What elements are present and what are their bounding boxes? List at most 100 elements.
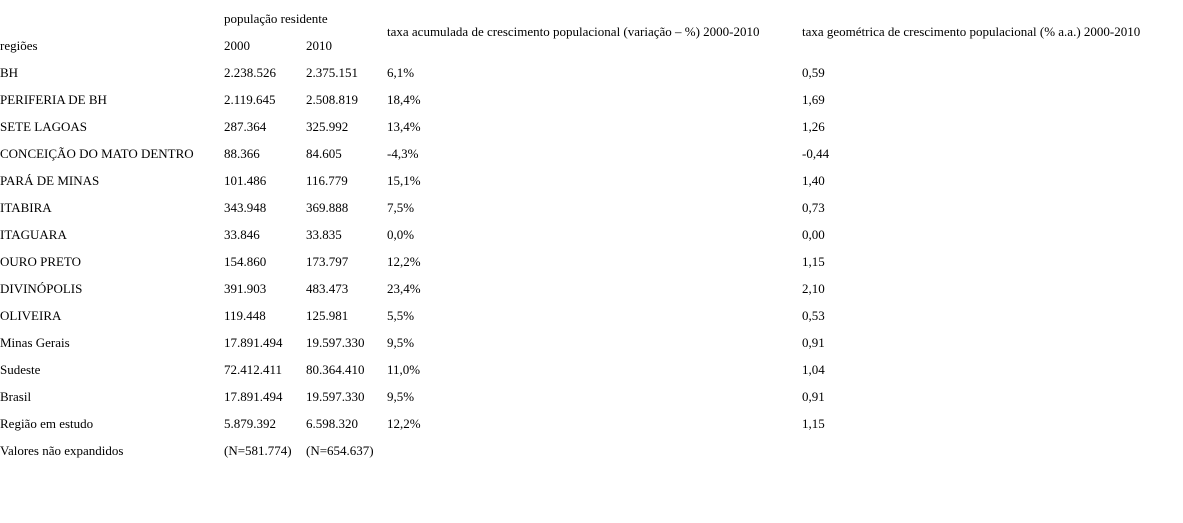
cell-geometric-rate [802, 437, 1183, 464]
cell-pop-2010: 6.598.320 [306, 415, 358, 431]
cell-pop-2000: 33.846 [224, 226, 260, 242]
cell-pop-2010: 33.835 [306, 226, 342, 242]
cell-pop-2000: 88.366 [224, 145, 260, 161]
cell-pop-2010: 369.888 [306, 199, 349, 215]
cell-geometric-rate: 0,53 [802, 307, 825, 323]
table-row: OLIVEIRA 119.448 125.981 5,5% 0,53 [0, 302, 1183, 329]
cell-pop-2010: 2.375.151 [306, 64, 358, 80]
cell-accumulated-rate: 0,0% [387, 226, 415, 242]
cell-pop-2000: (N=581.774) [224, 442, 292, 458]
table-row: Valores não expandidos (N=581.774) (N=65… [0, 437, 1183, 464]
column-header-accumulated-rate: taxa acumulada de crescimento populacion… [387, 24, 760, 39]
table-row: Sudeste 72.412.411 80.364.410 11,0% 1,04 [0, 356, 1183, 383]
cell-pop-2010: 483.473 [306, 280, 349, 296]
cell-geometric-rate: 1,26 [802, 118, 825, 134]
cell-pop-2000: 391.903 [224, 280, 267, 296]
cell-pop-2000: 17.891.494 [224, 334, 283, 350]
cell-region: Sudeste [0, 361, 41, 377]
cell-pop-2000: 154.860 [224, 253, 267, 269]
cell-geometric-rate: 1,40 [802, 172, 825, 188]
document-page: { "table": { "header": { "group_populati… [0, 5, 1183, 523]
cell-accumulated-rate: 18,4% [387, 91, 421, 107]
cell-geometric-rate: 0,00 [802, 226, 825, 242]
cell-pop-2000: 343.948 [224, 199, 267, 215]
cell-region: CONCEIÇÃO DO MATO DENTRO [0, 145, 194, 161]
cell-accumulated-rate: -4,3% [387, 145, 419, 161]
table-header-row-group: população residente taxa acumulada de cr… [0, 5, 1183, 40]
cell-pop-2010: 125.981 [306, 307, 349, 323]
cell-pop-2000: 287.364 [224, 118, 267, 134]
cell-region: BH [0, 64, 19, 80]
cell-pop-2010: 84.605 [306, 145, 342, 161]
cell-geometric-rate: 1,15 [802, 253, 825, 269]
cell-geometric-rate: 1,04 [802, 361, 825, 377]
cell-pop-2010: 80.364.410 [306, 361, 365, 377]
cell-geometric-rate: 0,73 [802, 199, 825, 215]
cell-pop-2000: 5.879.392 [224, 415, 276, 431]
cell-pop-2010: 116.779 [306, 172, 348, 188]
cell-region: Brasil [0, 388, 32, 404]
cell-accumulated-rate: 6,1% [387, 64, 415, 80]
header-spacer [0, 5, 224, 32]
column-header-2010: 2010 [306, 37, 332, 53]
cell-region: OURO PRETO [0, 253, 82, 269]
cell-region: OLIVEIRA [0, 307, 62, 323]
cell-accumulated-rate: 15,1% [387, 172, 421, 188]
table-row: DIVINÓPOLIS 391.903 483.473 23,4% 2,10 [0, 275, 1183, 302]
cell-pop-2010: 19.597.330 [306, 388, 365, 404]
cell-pop-2000: 72.412.411 [224, 361, 283, 377]
table-row: ITABIRA 343.948 369.888 7,5% 0,73 [0, 194, 1183, 221]
cell-geometric-rate: 0,91 [802, 334, 825, 350]
table-header-row: regiões 2000 2010 [0, 32, 1183, 59]
column-header-regions: regiões [0, 37, 38, 53]
cell-geometric-rate: 0,91 [802, 388, 825, 404]
cell-accumulated-rate [387, 437, 802, 464]
cell-accumulated-rate: 5,5% [387, 307, 415, 323]
cell-pop-2010: 173.797 [306, 253, 349, 269]
cell-region: PARÁ DE MINAS [0, 172, 100, 188]
cell-pop-2000: 101.486 [224, 172, 267, 188]
cell-accumulated-rate: 11,0% [387, 361, 421, 377]
cell-geometric-rate: -0,44 [802, 145, 830, 161]
cell-geometric-rate: 2,10 [802, 280, 825, 296]
cell-region: Região em estudo [0, 415, 94, 431]
column-header-2000: 2000 [224, 37, 250, 53]
cell-pop-2010: 325.992 [306, 118, 349, 134]
cell-pop-2000: 119.448 [224, 307, 266, 323]
table-row: ITAGUARA 33.846 33.835 0,0% 0,00 [0, 221, 1183, 248]
cell-pop-2010: (N=654.637) [306, 442, 374, 458]
cell-region: SETE LAGOAS [0, 118, 88, 134]
cell-region: Valores não expandidos [0, 442, 124, 458]
cell-accumulated-rate: 9,5% [387, 334, 415, 350]
population-table: população residente taxa acumulada de cr… [0, 5, 1183, 464]
cell-pop-2000: 2.238.526 [224, 64, 276, 80]
cell-pop-2010: 2.508.819 [306, 91, 358, 107]
cell-accumulated-rate: 13,4% [387, 118, 421, 134]
table-row: PERIFERIA DE BH 2.119.645 2.508.819 18,4… [0, 86, 1183, 113]
cell-pop-2000: 17.891.494 [224, 388, 283, 404]
cell-geometric-rate: 0,59 [802, 64, 825, 80]
table-row: BH 2.238.526 2.375.151 6,1% 0,59 [0, 59, 1183, 86]
cell-accumulated-rate: 12,2% [387, 415, 421, 431]
cell-accumulated-rate: 12,2% [387, 253, 421, 269]
cell-accumulated-rate: 7,5% [387, 199, 415, 215]
table-row: CONCEIÇÃO DO MATO DENTRO 88.366 84.605 -… [0, 140, 1183, 167]
cell-region: DIVINÓPOLIS [0, 280, 83, 296]
table-row: Brasil 17.891.494 19.597.330 9,5% 0,91 [0, 383, 1183, 410]
cell-region: PERIFERIA DE BH [0, 91, 107, 107]
table-row: Minas Gerais 17.891.494 19.597.330 9,5% … [0, 329, 1183, 356]
column-group-population: população residente [224, 10, 328, 26]
cell-geometric-rate: 1,69 [802, 91, 825, 107]
table-row: Região em estudo 5.879.392 6.598.320 12,… [0, 410, 1183, 437]
cell-geometric-rate: 1,15 [802, 415, 825, 431]
cell-region: Minas Gerais [0, 334, 70, 350]
cell-region: ITABIRA [0, 199, 52, 215]
cell-region: ITAGUARA [0, 226, 67, 242]
cell-pop-2010: 19.597.330 [306, 334, 365, 350]
cell-accumulated-rate: 23,4% [387, 280, 421, 296]
table-row: OURO PRETO 154.860 173.797 12,2% 1,15 [0, 248, 1183, 275]
table-row: PARÁ DE MINAS 101.486 116.779 15,1% 1,40 [0, 167, 1183, 194]
column-header-geometric-rate: taxa geométrica de crescimento populacio… [802, 24, 1141, 39]
table-row: SETE LAGOAS 287.364 325.992 13,4% 1,26 [0, 113, 1183, 140]
cell-pop-2000: 2.119.645 [224, 91, 276, 107]
